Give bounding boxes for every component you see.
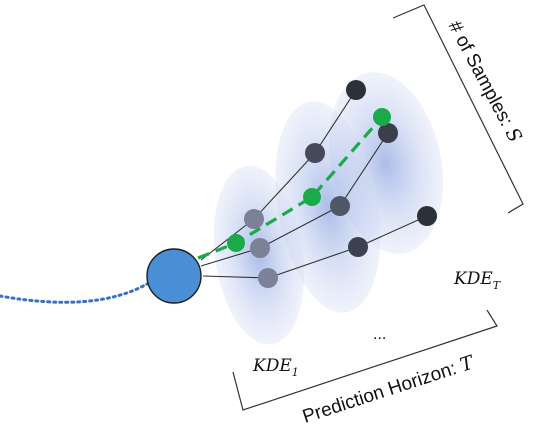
edge — [357, 215, 428, 248]
sample-edges — [200, 89, 428, 279]
edge — [259, 205, 341, 249]
sample-node — [346, 80, 366, 100]
edge — [202, 275, 269, 279]
horizon-label: Prediction Horizon: T — [300, 351, 478, 427]
ellipsis: ... — [373, 326, 386, 343]
highlighted-node — [303, 188, 321, 206]
sample-node — [250, 238, 270, 258]
highlighted-nodes — [227, 108, 391, 252]
sample-node — [244, 209, 264, 229]
edge — [200, 218, 255, 261]
horizon-bracket — [232, 309, 498, 411]
sample-nodes — [244, 80, 437, 288]
edge — [267, 246, 359, 279]
agent-node — [146, 248, 202, 304]
kde-last-label: KDET — [453, 269, 502, 292]
edge — [314, 89, 357, 154]
edge — [200, 247, 261, 267]
highlighted-trajectory — [197, 115, 384, 260]
kde-first-label: KDE1 — [252, 356, 299, 379]
sample-node — [305, 143, 325, 163]
highlighted-node — [373, 108, 391, 126]
history-trajectory — [0, 282, 149, 304]
sample-node — [378, 123, 398, 143]
sample-node — [348, 237, 368, 257]
sample-node — [330, 196, 350, 216]
edge — [339, 132, 389, 207]
samples-bracket — [392, 4, 524, 214]
edge — [253, 152, 316, 220]
sample-node — [258, 268, 278, 288]
highlighted-node — [227, 234, 245, 252]
sample-node — [417, 206, 437, 226]
